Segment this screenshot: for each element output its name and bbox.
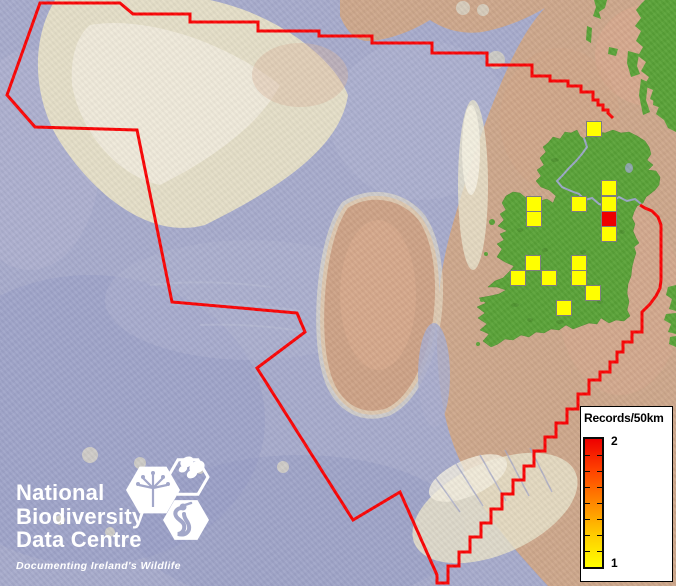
grid-cell[interactable] xyxy=(541,270,557,286)
scotland-landmass xyxy=(635,0,676,132)
grid-cell[interactable] xyxy=(556,300,572,316)
logo-tagline: Documenting Ireland's Wildlife xyxy=(16,559,181,572)
seahorse-hexagon-icon xyxy=(163,500,209,540)
ni-border-line xyxy=(555,137,642,208)
wales-coast xyxy=(664,285,676,347)
legend-title: Records/50km xyxy=(584,411,664,425)
grid-cell[interactable] xyxy=(525,255,541,271)
lough-neagh xyxy=(625,163,633,173)
plant-hexagon-icon xyxy=(126,466,180,514)
legend-tick xyxy=(597,487,602,488)
grid-cell[interactable] xyxy=(601,196,617,212)
legend-tick xyxy=(585,503,590,504)
logo-line-1: National xyxy=(16,480,105,505)
nbdc-logo-hexagons xyxy=(126,456,210,540)
legend-tick xyxy=(585,487,590,488)
nbdc-logo-text: National Biodiversity Data Centre Docume… xyxy=(16,481,181,578)
butterfly-hexagon-icon xyxy=(166,456,210,496)
hebrides-islands xyxy=(586,0,663,115)
grid-cell[interactable] xyxy=(571,196,587,212)
legend-tick xyxy=(585,535,590,536)
legend-tick xyxy=(585,471,590,472)
grid-cell[interactable] xyxy=(601,226,617,242)
logo-line-2: Biodiversity xyxy=(16,503,145,529)
grid-cell[interactable] xyxy=(585,285,601,301)
grid-cell[interactable] xyxy=(510,270,526,286)
legend-tick xyxy=(585,551,590,552)
logo-line-3: Data Centre xyxy=(16,527,142,552)
legend-gradient-bar xyxy=(583,437,604,569)
legend-tick xyxy=(585,455,590,456)
grid-cell[interactable] xyxy=(586,121,602,137)
grid-cell[interactable] xyxy=(526,196,542,212)
legend-max-label: 2 xyxy=(611,434,618,448)
grid-cell[interactable] xyxy=(526,211,542,227)
legend-min-label: 1 xyxy=(611,556,618,570)
designated-area-boundary xyxy=(5,1,663,585)
legend-tick xyxy=(597,551,602,552)
grid-cell[interactable] xyxy=(601,211,617,227)
grid-cell[interactable] xyxy=(571,255,587,271)
legend-tick xyxy=(597,535,602,536)
legend-tick xyxy=(597,455,602,456)
legend-panel: Records/50km 2 1 xyxy=(580,406,673,582)
legend-tick xyxy=(597,503,602,504)
rockall-plateau xyxy=(37,0,348,228)
legend-tick xyxy=(597,519,602,520)
ireland-relief-speckles xyxy=(511,158,625,324)
seamounts xyxy=(55,1,505,537)
legend-tick xyxy=(585,519,590,520)
legend-tick xyxy=(597,471,602,472)
grid-cell[interactable] xyxy=(601,180,617,196)
grid-cell[interactable] xyxy=(571,270,587,286)
